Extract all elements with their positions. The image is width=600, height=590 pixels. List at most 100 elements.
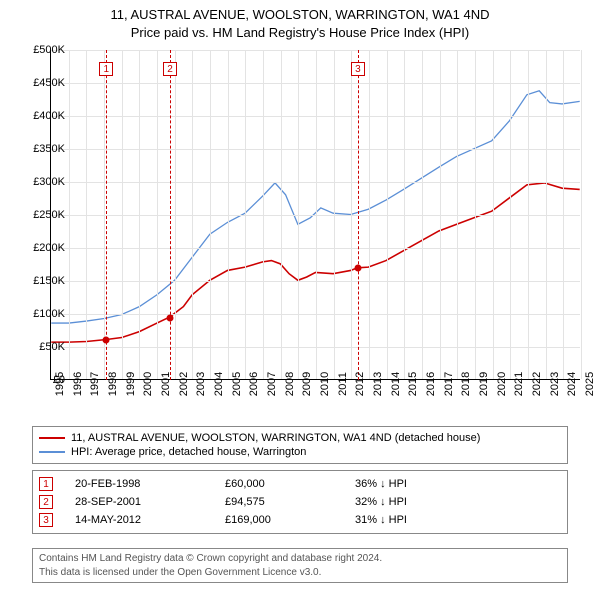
gridline-v — [334, 50, 335, 379]
x-axis-label: 2007 — [266, 372, 278, 396]
y-axis-label: £50K — [39, 341, 65, 353]
title-line-1: 11, AUSTRAL AVENUE, WOOLSTON, WARRINGTON… — [0, 6, 600, 24]
gridline-v — [387, 50, 388, 379]
sales-row-price: £60,000 — [225, 478, 355, 490]
x-axis-label: 2019 — [478, 372, 490, 396]
sales-row: 2 28-SEP-2001£94,57532% ↓ HPI — [39, 493, 561, 511]
sales-row-diff: 32% ↓ HPI — [355, 496, 407, 508]
sale-point — [103, 337, 110, 344]
gridline-v — [475, 50, 476, 379]
sale-point — [167, 314, 174, 321]
x-axis-label: 2015 — [407, 372, 419, 396]
gridline-v — [404, 50, 405, 379]
sales-row-date: 28-SEP-2001 — [75, 496, 225, 508]
sale-marker-box: 3 — [351, 62, 365, 76]
y-axis-label: £250K — [33, 209, 65, 221]
legend-swatch — [39, 437, 65, 439]
x-axis-label: 2021 — [513, 372, 525, 396]
gridline-v — [175, 50, 176, 379]
gridline-v — [563, 50, 564, 379]
gridline-v — [281, 50, 282, 379]
gridline-v — [440, 50, 441, 379]
gridline-v — [422, 50, 423, 379]
x-axis-label: 2000 — [142, 372, 154, 396]
x-axis-label: 2006 — [248, 372, 260, 396]
gridline-v — [210, 50, 211, 379]
x-axis-label: 2011 — [337, 372, 349, 396]
sales-row-marker: 2 — [39, 495, 53, 509]
gridline-v — [457, 50, 458, 379]
y-axis-label: £300K — [33, 176, 65, 188]
chart-title: 11, AUSTRAL AVENUE, WOOLSTON, WARRINGTON… — [0, 0, 600, 41]
x-axis-label: 2003 — [195, 372, 207, 396]
x-axis-label: 2002 — [178, 372, 190, 396]
sales-row-marker: 1 — [39, 477, 53, 491]
gridline-v — [139, 50, 140, 379]
gridline-v — [69, 50, 70, 379]
sale-marker-line — [358, 50, 359, 380]
x-axis-label: 1996 — [72, 372, 84, 396]
gridline-v — [228, 50, 229, 379]
gridline-v — [245, 50, 246, 379]
legend-label: HPI: Average price, detached house, Warr… — [71, 446, 306, 458]
gridline-v — [493, 50, 494, 379]
sale-marker-line — [170, 50, 171, 380]
gridline-v — [351, 50, 352, 379]
x-axis-label: 1995 — [54, 372, 66, 396]
sales-row-diff: 31% ↓ HPI — [355, 514, 407, 526]
legend-row: 11, AUSTRAL AVENUE, WOOLSTON, WARRINGTON… — [39, 431, 561, 445]
x-axis-label: 2008 — [284, 372, 296, 396]
sales-row: 1 20-FEB-1998£60,00036% ↓ HPI — [39, 475, 561, 493]
sales-row: 3 14-MAY-2012£169,00031% ↓ HPI — [39, 511, 561, 529]
gridline-v — [528, 50, 529, 379]
x-axis-label: 2018 — [460, 372, 472, 396]
footer-line-2: This data is licensed under the Open Gov… — [39, 566, 561, 580]
sales-row-date: 20-FEB-1998 — [75, 478, 225, 490]
attribution-footer: Contains HM Land Registry data © Crown c… — [32, 548, 568, 583]
x-axis-label: 2020 — [496, 372, 508, 396]
x-axis-label: 2001 — [160, 372, 172, 396]
x-axis-label: 2017 — [443, 372, 455, 396]
y-axis-label: £100K — [33, 308, 65, 320]
sale-marker-line — [106, 50, 107, 380]
x-axis-label: 2010 — [319, 372, 331, 396]
y-axis-label: £400K — [33, 110, 65, 122]
sale-point — [354, 265, 361, 272]
y-axis-label: £200K — [33, 242, 65, 254]
x-axis-label: 2025 — [584, 372, 596, 396]
sales-row-price: £169,000 — [225, 514, 355, 526]
sale-marker-box: 2 — [163, 62, 177, 76]
gridline-v — [581, 50, 582, 379]
legend-swatch — [39, 451, 65, 453]
footer-line-1: Contains HM Land Registry data © Crown c… — [39, 552, 561, 566]
x-axis-label: 2004 — [213, 372, 225, 396]
x-axis-label: 2013 — [372, 372, 384, 396]
x-axis-label: 1999 — [125, 372, 137, 396]
x-axis-label: 1998 — [107, 372, 119, 396]
legend-box: 11, AUSTRAL AVENUE, WOOLSTON, WARRINGTON… — [32, 426, 568, 464]
gridline-v — [122, 50, 123, 379]
sales-row-price: £94,575 — [225, 496, 355, 508]
y-axis-label: £450K — [33, 77, 65, 89]
sales-table: 1 20-FEB-1998£60,00036% ↓ HPI 2 28-SEP-2001… — [32, 470, 568, 534]
legend-label: 11, AUSTRAL AVENUE, WOOLSTON, WARRINGTON… — [71, 432, 480, 444]
x-axis-label: 2014 — [390, 372, 402, 396]
title-line-2: Price paid vs. HM Land Registry's House … — [0, 24, 600, 42]
sale-marker-box: 1 — [99, 62, 113, 76]
x-axis-label: 2012 — [354, 372, 366, 396]
x-axis-label: 2023 — [549, 372, 561, 396]
x-axis-label: 2016 — [425, 372, 437, 396]
gridline-v — [263, 50, 264, 379]
chart-container: 11, AUSTRAL AVENUE, WOOLSTON, WARRINGTON… — [0, 0, 600, 590]
gridline-v — [157, 50, 158, 379]
plot-area: 1 2 3 — [50, 50, 580, 380]
sales-row-diff: 36% ↓ HPI — [355, 478, 407, 490]
sales-row-marker: 3 — [39, 513, 53, 527]
sales-row-date: 14-MAY-2012 — [75, 514, 225, 526]
gridline-v — [192, 50, 193, 379]
x-axis-label: 2022 — [531, 372, 543, 396]
y-axis-label: £350K — [33, 143, 65, 155]
legend-row: HPI: Average price, detached house, Warr… — [39, 445, 561, 459]
gridline-v — [298, 50, 299, 379]
x-axis-label: 1997 — [89, 372, 101, 396]
